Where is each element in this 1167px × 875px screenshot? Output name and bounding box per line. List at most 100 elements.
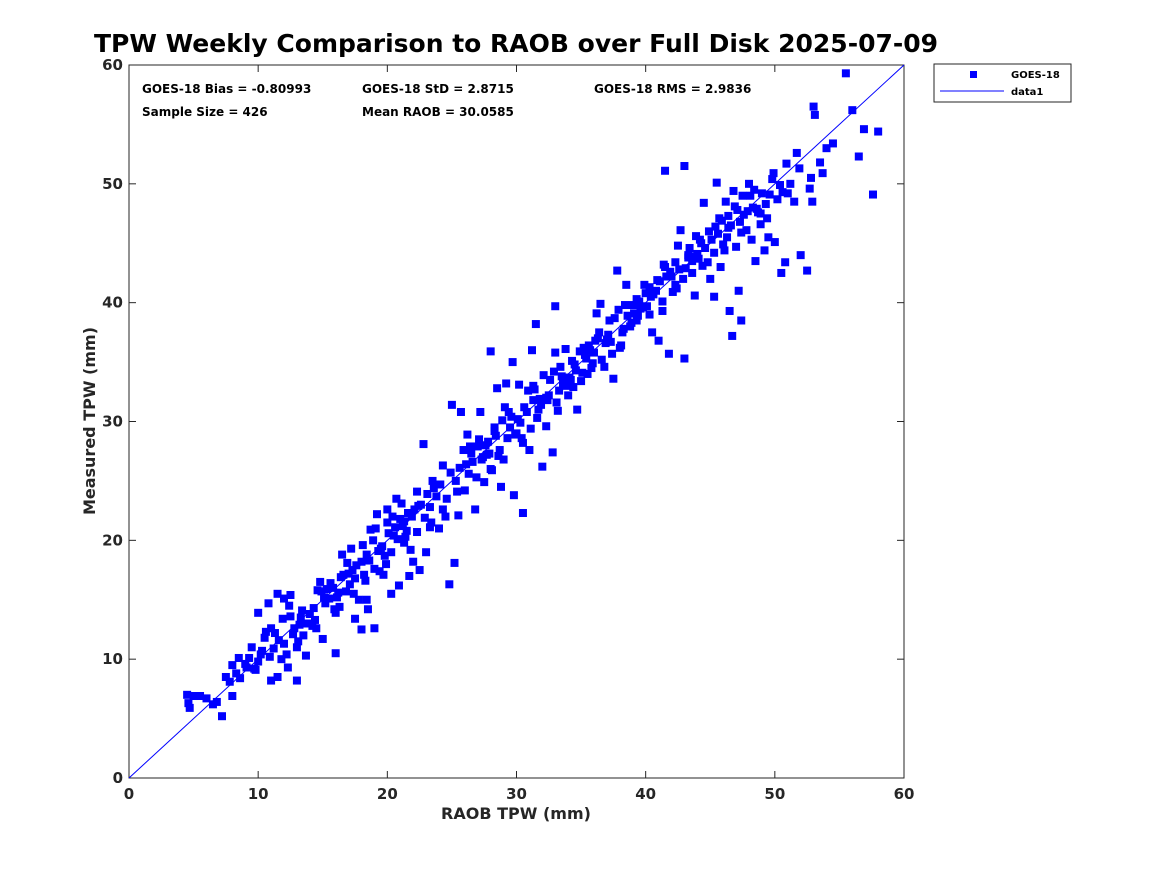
data-point [697,239,706,248]
y-tick-label: 50 [102,175,123,193]
data-point [413,528,422,537]
data-point [690,291,699,300]
data-point [436,480,445,489]
data-point [786,179,795,188]
data-point [565,373,574,382]
data-point [225,677,234,686]
data-point [258,646,267,655]
data-point [363,605,372,614]
data-point [388,512,397,521]
data-point [285,601,294,610]
data-point [654,336,663,345]
data-point [591,336,600,345]
data-point [645,310,654,319]
data-point [571,366,580,375]
data-point [212,697,221,706]
x-tick-label: 30 [506,785,527,803]
data-point [317,587,326,596]
data-point [357,625,366,634]
data-point [451,476,460,485]
x-tick-label: 20 [377,785,398,803]
data-point [617,341,626,350]
data-point [583,369,592,378]
data-point [747,235,756,244]
data-point [342,587,350,596]
x-tick-label: 0 [124,785,134,803]
data-point [711,222,720,231]
data-point [562,381,571,390]
data-point [500,403,509,412]
data-point [646,292,655,301]
data-point [743,207,752,216]
data-point [761,200,770,209]
y-axis-label: Measured TPW (mm) [80,327,99,515]
data-point [552,398,561,407]
data-point [309,604,318,613]
data-point [322,585,331,594]
data-point [392,494,401,503]
data-point [564,391,573,400]
data-point [596,299,605,308]
data-point [586,346,595,355]
data-point [728,331,737,340]
data-point [667,272,676,281]
data-point [746,191,755,200]
data-point [664,349,673,358]
data-point [662,272,671,281]
data-point [748,203,757,212]
data-point [467,449,476,458]
data-point [537,400,546,409]
data-point [720,246,729,255]
data-point [854,152,863,161]
data-point [681,264,690,273]
data-point [425,523,434,532]
data-point [336,573,345,582]
data-point [294,637,303,646]
x-tick-label: 40 [635,785,656,803]
data-point [423,489,432,498]
data-point [822,144,831,153]
data-point [609,374,618,383]
data-point [362,550,371,559]
data-point [466,442,474,451]
data-point [524,386,533,395]
data-point [588,359,597,368]
data-point [763,214,772,223]
data-point [714,229,722,238]
data-point [666,267,675,276]
data-point [538,462,547,471]
data-point [280,594,288,603]
data-point [575,347,584,356]
data-point [202,694,211,703]
x-axis-label: RAOB TPW (mm) [441,804,591,823]
data-point [274,636,283,645]
data-point [782,159,791,168]
data-point [378,542,387,551]
data-point [455,463,464,472]
data-point [808,197,817,206]
data-point [672,284,681,293]
data-point [555,386,564,395]
data-point [267,624,276,633]
data-point [331,649,340,658]
data-point [400,517,409,526]
data-point [189,692,198,701]
data-point [627,318,636,327]
data-point [809,102,818,111]
y-tick-labels: 0 10 20 30 40 50 60 [102,56,123,787]
x-tick-label: 50 [764,785,785,803]
data-point [750,185,759,194]
y-tick-label: 60 [102,56,123,74]
data-point [334,588,343,597]
data-point [254,657,263,666]
data-point [361,576,370,585]
data-point [592,309,601,318]
data-point [633,311,642,320]
y-tick-label: 40 [102,294,123,312]
data-point [584,341,593,350]
data-point [453,487,462,496]
data-point [717,216,726,225]
data-point [777,268,786,277]
data-point [816,158,825,167]
